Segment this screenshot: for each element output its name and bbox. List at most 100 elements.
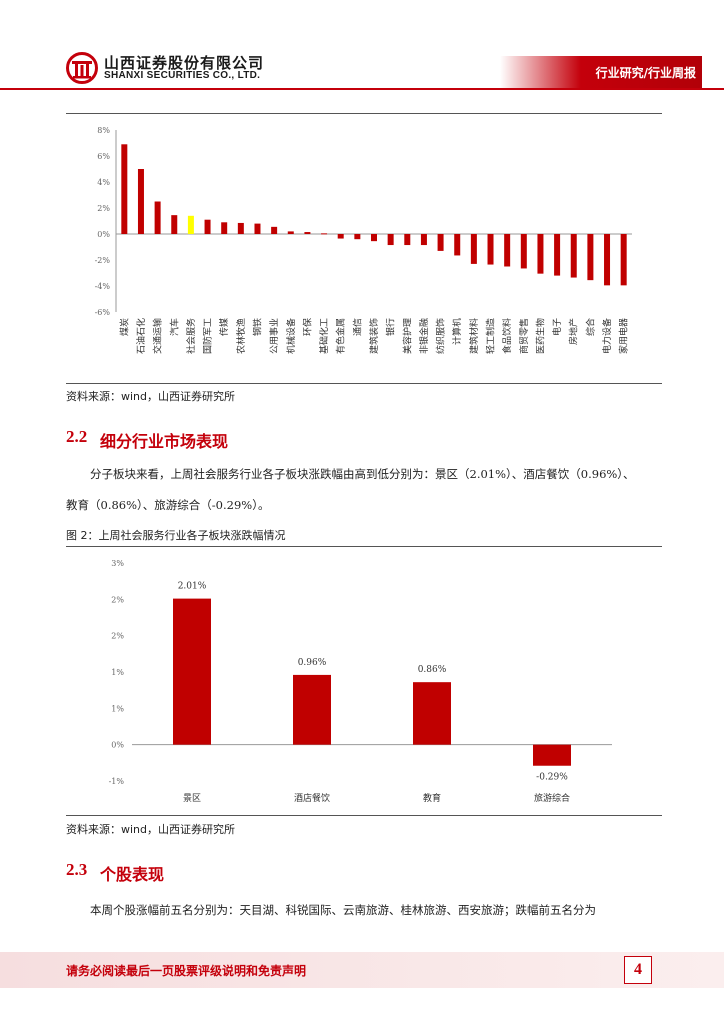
bar-环保 — [304, 232, 311, 234]
header-band — [500, 56, 702, 88]
bar-家用电器 — [620, 234, 627, 286]
x-tick-label: 交通运输 — [152, 318, 164, 354]
y-tick-label: 2% — [97, 204, 110, 213]
x-tick-label: 建筑装饰 — [368, 318, 380, 354]
bar-电力设备 — [604, 234, 611, 286]
x-tick-label: 轻工制造 — [485, 318, 497, 354]
bar-综合 — [587, 234, 594, 281]
bar-有色金属 — [337, 234, 344, 239]
section-number: 2.3 — [66, 860, 88, 879]
x-tick-label: 教育 — [423, 792, 441, 804]
y-tick-label: 1% — [111, 704, 124, 713]
x-tick-label: 非银金融 — [418, 318, 430, 354]
document-type: 行业研究/行业周报 — [595, 66, 696, 80]
subsector-returns-chart: 3% 2% 2% 1% 1% 0% -1% 2.01% 景区 0.96% 酒店餐饮 0.86% 教育 -0… — [109, 559, 612, 804]
y-tick-label: 0% — [97, 230, 110, 239]
bar-建筑装饰 — [371, 234, 377, 242]
y-tick-label: -2% — [95, 256, 111, 265]
bar-银行 — [387, 234, 394, 246]
company-logo — [66, 52, 98, 84]
section-title: 个股表现 — [100, 865, 165, 884]
bar-酒店餐饮 — [293, 674, 331, 745]
x-tick-label: 酒店餐饮 — [294, 792, 330, 804]
figure1-top-rule — [66, 113, 662, 114]
x-tick-label: 电子 — [551, 318, 563, 336]
x-tick-label: 煤炭 — [118, 318, 130, 336]
industry-returns-chart: 8% 6% 4% 2% 0% -2% -4% -6% 煤炭 石油石化 交通运输 汽车 社会服务 国防军工传… — [95, 126, 632, 354]
x-tick-label: 国防军工 — [202, 318, 214, 354]
x-tick-label: 医药生物 — [534, 318, 546, 354]
bar-机械设备 — [287, 231, 294, 234]
company-name-en: SHANXI SECURITIES CO., LTD. — [104, 70, 261, 81]
bar-传媒 — [221, 222, 228, 234]
bar-石油石化 — [137, 169, 144, 234]
footer-bar — [0, 952, 724, 988]
y-tick-label: 2% — [111, 595, 124, 604]
bar-交通运输 — [154, 201, 161, 234]
y-tick-label: 4% — [97, 178, 110, 187]
x-tick-label: 有色金属 — [335, 318, 347, 354]
bar-旅游综合 — [533, 744, 571, 766]
bar-电子 — [554, 234, 561, 276]
header-rule — [0, 88, 724, 90]
y-tick-label: -4% — [95, 282, 111, 291]
data-label: 0.96% — [298, 658, 327, 668]
bar-国防军工 — [204, 219, 211, 234]
bar-轻工制造 — [487, 234, 494, 265]
bar-钢铁 — [254, 223, 261, 234]
y-tick-label: -1% — [109, 777, 125, 786]
bar-教育 — [413, 682, 451, 745]
bar-商贸零售 — [520, 234, 527, 269]
x-tick-label: 建筑材料 — [468, 318, 480, 354]
section-2-2-paragraph-line-1: 分子板块来看，上周社会服务行业各子板块涨跌幅由高到低分别为：景区（2.01%）、… — [90, 467, 635, 481]
figure1-source: 资料来源：wind，山西证券研究所 — [66, 390, 236, 403]
x-tick-label: 商贸零售 — [518, 318, 530, 354]
x-tick-label: 综合 — [584, 318, 596, 336]
bar-医药生物 — [537, 234, 544, 274]
y-tick-label: 3% — [111, 559, 124, 568]
figure2-caption: 图 2：上周社会服务行业各子板块涨跌幅情况 — [66, 529, 286, 542]
bar-计算机 — [454, 234, 461, 256]
bar-社会服务 — [187, 215, 194, 234]
x-tick-label: 房地产 — [568, 318, 580, 345]
x-tick-label: 传媒 — [218, 318, 230, 336]
x-tick-label: 旅游综合 — [534, 792, 570, 804]
figure2-bottom-rule — [66, 815, 662, 816]
figure1-bottom-rule — [66, 383, 662, 384]
section-2-3-paragraph-line-1: 本周个股涨幅前五名分别为：天目湖、科锐国际、云南旅游、桂林旅游、西安旅游；跌幅前… — [90, 903, 596, 917]
data-label: 2.01% — [178, 582, 207, 592]
x-tick-label: 景区 — [183, 793, 201, 804]
bar-通信 — [354, 234, 361, 240]
x-tick-label: 食品饮料 — [501, 318, 513, 354]
bar-食品饮料 — [504, 234, 511, 267]
y-tick-label: 2% — [111, 632, 124, 641]
figure2-source: 资料来源：wind，山西证券研究所 — [66, 823, 236, 836]
section-number: 2.2 — [66, 427, 88, 446]
x-tick-label: 农林牧渔 — [235, 318, 247, 354]
x-tick-label: 纺织服饰 — [435, 318, 447, 354]
page-number: 4 — [624, 956, 652, 984]
bar-纺织服饰 — [437, 234, 444, 251]
bar-农林牧渔 — [237, 222, 244, 234]
bar-美容护理 — [404, 234, 411, 246]
data-label: 0.86% — [418, 665, 447, 675]
x-tick-label: 石油石化 — [135, 318, 147, 354]
x-tick-label: 电力设备 — [601, 318, 613, 354]
x-tick-label: 计算机 — [451, 318, 463, 345]
data-label: -0.29% — [536, 773, 568, 783]
bar-景区 — [173, 598, 211, 745]
section-2-2-paragraph-line-2: 教育（0.86%）、旅游综合（-0.29%）。 — [66, 498, 270, 512]
bar-建筑材料 — [470, 234, 477, 264]
bar-基础化工 — [321, 233, 328, 235]
company-name-cn: 山西证券股份有限公司 — [104, 54, 265, 72]
y-tick-label: 1% — [111, 668, 124, 677]
bar-房地产 — [570, 234, 577, 278]
y-tick-label: 6% — [97, 152, 110, 161]
x-tick-label: 银行 — [385, 318, 397, 336]
x-tick-label: 机械设备 — [285, 318, 297, 354]
x-tick-label: 环保 — [301, 318, 313, 336]
y-tick-label: 0% — [111, 741, 124, 750]
disclaimer-notice: 请务必阅读最后一页股票评级说明和免责声明 — [66, 964, 307, 978]
x-tick-label: 公用事业 — [268, 318, 280, 354]
bar-非银金融 — [420, 234, 427, 246]
